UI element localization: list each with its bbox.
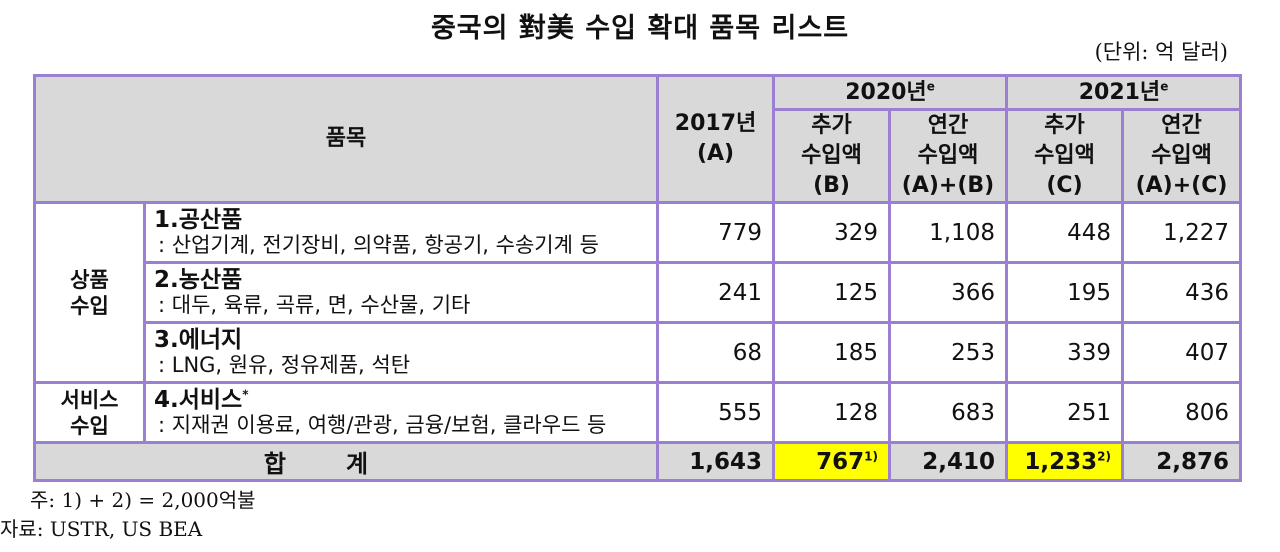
header-item: 품목 (32, 74, 660, 204)
header-2021-label: 2021년 (1078, 79, 1161, 105)
import-table: 품목 2017년 (A) 2020년e 2021년e 추가 수입액 (B) 연간… (32, 74, 1243, 482)
table-row: 2.농산품 : 대두, 육류, 곡류, 면, 수산물, 기타 241 125 3… (35, 261, 1243, 324)
value-annual-ab: 683 (888, 381, 1009, 444)
category-services-line2: 수입 (70, 413, 109, 438)
item-cell: 2.농산품 : 대두, 육류, 곡류, 면, 수산물, 기타 (142, 261, 660, 324)
total-add-c: 1,2332) (1005, 441, 1125, 482)
value-add-c: 448 (1005, 201, 1125, 264)
header-add-b-line3: (B) (813, 173, 850, 198)
header-add-b-line1: 추가 (811, 113, 852, 138)
total-2017: 1,643 (656, 441, 776, 482)
category-goods: 상품 수입 (33, 201, 146, 384)
value-annual-ab: 366 (888, 261, 1009, 324)
item-desc: : LNG, 원유, 정유제품, 석탄 (158, 352, 411, 377)
header-2021: 2021년e (1005, 74, 1243, 111)
header-2017-line2: (A) (696, 141, 735, 166)
header-2021-sup: e (1160, 79, 1169, 94)
table-row: 상품 수입 1.공산품 : 산업기계, 전기장비, 의약품, 항공기, 수송기계… (33, 201, 1243, 384)
value-add-b: 185 (772, 321, 892, 384)
value-2017: 779 (656, 201, 776, 264)
header-add-c-line3: (C) (1046, 173, 1083, 198)
header-2020-sup: e (926, 79, 935, 94)
item-cell: 4.서비스* : 지재권 이용료, 여행/관광, 금융/보험, 클라우드 등 (142, 381, 660, 444)
value-add-b: 125 (772, 261, 892, 324)
header-annual-ab-line3: (A)+(B) (901, 173, 995, 198)
item-cell: 1.공산품 : 산업기계, 전기장비, 의약품, 항공기, 수송기계 등 (142, 201, 660, 264)
value-annual-ab: 253 (888, 321, 1009, 384)
table-row: 서비스 수입 4.서비스* : 지재권 이용료, 여행/관광, 금융/보험, 클… (33, 381, 1243, 444)
total-add-b-sup: 1) (864, 448, 879, 463)
header-annual-ac: 연간 수입액 (A)+(C) (1121, 108, 1243, 204)
header-annual-ac-line2: 수입액 (1151, 143, 1212, 168)
header-annual-ab: 연간 수입액 (A)+(B) (888, 108, 1009, 204)
value-2017: 555 (656, 381, 776, 444)
item-name: 4.서비스* (154, 386, 656, 413)
value-add-b: 128 (772, 381, 892, 444)
item-name-text: 4.서비스 (154, 386, 243, 413)
header-annual-ac-line1: 연간 (1161, 113, 1202, 138)
total-annual-ab: 2,410 (888, 441, 1009, 482)
header-2017: 2017년 (A) (656, 74, 776, 204)
category-services-line1: 서비스 (60, 387, 119, 412)
total-add-b: 7671) (772, 441, 892, 482)
unit-label: (단위: 억 달러) (1094, 40, 1228, 64)
header-add-c-line2: 수입액 (1034, 143, 1095, 168)
header-2020-label: 2020년 (845, 79, 927, 105)
item-desc: : 지재권 이용료, 여행/관광, 금융/보험, 클라우드 등 (158, 412, 607, 437)
total-add-b-value: 767 (816, 448, 865, 475)
total-label: 합계 (32, 441, 660, 482)
item-desc: : 대두, 육류, 곡류, 면, 수산물, 기타 (158, 292, 471, 317)
value-annual-ac: 806 (1121, 381, 1243, 444)
value-add-c: 339 (1005, 321, 1125, 384)
total-add-c-value: 1,233 (1024, 448, 1098, 475)
table-row: 3.에너지 : LNG, 원유, 정유제품, 석탄 68 185 253 339… (35, 321, 1243, 384)
value-annual-ac: 407 (1121, 321, 1243, 384)
value-annual-ab: 1,108 (888, 201, 1009, 264)
total-row: 합계 1,643 7671) 2,410 1,2332) 2,876 (32, 441, 1243, 482)
header-2020: 2020년e (772, 74, 1009, 111)
item-name: 3.에너지 (154, 326, 243, 353)
header-row-1: 품목 2017년 (A) 2020년e 2021년e (32, 74, 1243, 204)
item-name: 2.농산품 (154, 266, 243, 293)
header-annual-ac-line3: (A)+(C) (1135, 173, 1228, 198)
value-annual-ac: 1,227 (1121, 201, 1243, 264)
header-annual-ab-line2: 수입액 (917, 143, 979, 168)
header-annual-ab-line1: 연간 (927, 113, 969, 138)
header-add-b: 추가 수입액 (B) (772, 108, 892, 204)
header-add-c: 추가 수입액 (C) (1005, 108, 1125, 204)
category-services: 서비스 수입 (33, 381, 146, 444)
item-desc: : 산업기계, 전기장비, 의약품, 항공기, 수송기계 등 (158, 232, 599, 257)
header-add-b-line2: 수입액 (801, 143, 862, 168)
value-add-c: 251 (1005, 381, 1125, 444)
item-cell: 3.에너지 : LNG, 원유, 정유제품, 석탄 (142, 321, 660, 384)
value-add-c: 195 (1005, 261, 1125, 324)
value-2017: 241 (656, 261, 776, 324)
footnotes: 주: 1) + 2) = 2,000억불 자료: USTR, US BEA (0, 486, 256, 544)
value-add-b: 329 (772, 201, 892, 264)
header-row-2: 추가 수입액 (B) 연간 수입액 (A)+(B) 추가 수입액 (C) 연간 … (35, 108, 1243, 204)
category-goods-line1: 상품 (70, 267, 109, 292)
footnote-sum: 주: 1) + 2) = 2,000억불 (30, 488, 256, 512)
total-annual-ac: 2,876 (1121, 441, 1243, 482)
category-goods-line2: 수입 (70, 293, 109, 318)
header-2017-line1: 2017년 (674, 111, 757, 136)
value-2017: 68 (656, 321, 776, 384)
total-add-c-sup: 2) (1097, 448, 1112, 463)
page-title: 중국의 對美 수입 확대 품목 리스트 (430, 13, 850, 44)
footnote-source: 자료: USTR, US BEA (0, 517, 203, 541)
item-name-sup: * (242, 386, 249, 401)
value-annual-ac: 436 (1121, 261, 1243, 324)
header-add-c-line1: 추가 (1044, 113, 1085, 138)
item-name: 1.공산품 (154, 206, 243, 233)
